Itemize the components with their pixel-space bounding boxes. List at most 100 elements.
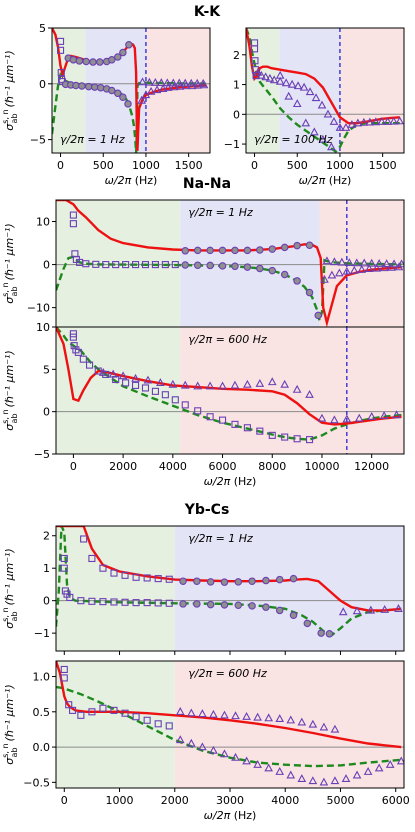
data-point-triangle	[193, 381, 203, 390]
data-point-circle	[179, 577, 187, 585]
data-point-square	[132, 573, 140, 581]
y-axis-label-main: σ	[3, 621, 16, 629]
data-point-triangle	[330, 776, 340, 785]
data-point-square	[56, 37, 65, 45]
y-axis-label: σs, nab (ℏ⁻¹ μm⁻¹)	[1, 548, 19, 629]
data-point-square	[218, 416, 227, 424]
data-point-triangle	[311, 93, 321, 102]
data-point-circle	[124, 100, 132, 108]
data-point-triangle	[187, 738, 196, 747]
data-point-square	[74, 348, 82, 356]
data-point-square	[122, 379, 130, 387]
x-axis-label-unit: (Hz)	[131, 174, 157, 187]
data-point-circle	[108, 86, 116, 95]
x-tick-label: 1500	[369, 159, 397, 172]
data-point-triangle	[374, 763, 384, 772]
data-point-square	[256, 427, 264, 435]
data-point-triangle	[269, 75, 279, 84]
y-axis-label-unit: (ℏ⁻¹ μm⁻¹)	[3, 684, 16, 741]
data-point-triangle	[363, 767, 373, 775]
y-axis-label: σs, nab (ℏ⁻¹ μm⁻¹)	[1, 50, 19, 131]
data-point-triangle	[275, 76, 285, 85]
data-point-square	[69, 211, 77, 219]
data-point-circle	[193, 577, 201, 585]
data-point-triangle	[243, 379, 252, 388]
data-point-circle	[108, 56, 116, 64]
data-point-square	[60, 554, 68, 563]
data-point-triangle	[380, 605, 389, 613]
data-point-circle	[317, 629, 325, 637]
x-axis-label-main: ω/2π	[299, 174, 326, 187]
data-point-triangle	[242, 756, 251, 765]
data-point-triangle	[264, 763, 273, 772]
data-point-circle	[256, 264, 264, 273]
y-axis-label-sup: s, n	[1, 607, 10, 621]
data-point-circle	[193, 261, 202, 269]
data-point-triangle	[253, 67, 263, 76]
data-point-square	[151, 387, 159, 395]
plot-area	[246, 28, 404, 153]
data-point-circle	[280, 270, 289, 279]
data-point-square	[110, 569, 118, 577]
data-point-triangle	[352, 258, 362, 267]
data-point-triangle	[138, 77, 147, 86]
data-point-square	[110, 598, 118, 606]
data-point-square	[141, 384, 150, 392]
data-point-circle	[114, 89, 122, 98]
data-point-circle	[206, 261, 214, 270]
data-point-square	[99, 564, 107, 572]
y-axis-label-main: σ	[3, 123, 16, 131]
data-point-triangle	[186, 78, 196, 87]
data-point-triangle	[158, 84, 168, 92]
data-point-circle	[181, 247, 190, 255]
data-point-triangle	[231, 752, 240, 761]
y-axis-label-main: σ	[3, 296, 16, 304]
gamma-annotation: γ/2π = 1 Hz	[188, 206, 253, 219]
data-point-triangle	[205, 381, 215, 390]
panel-group-title: Yb-Cs	[184, 502, 230, 518]
panel-yb2: −0.5 0.0 0.5 1.0 0 1000 2000 3000 4000 5000 6000 γ/…	[1, 660, 410, 822]
data-point-triangle	[220, 749, 229, 758]
data-point-triangle	[168, 379, 178, 388]
data-point-circle	[293, 277, 301, 285]
data-point-square	[77, 597, 85, 605]
data-point-triangle	[281, 78, 291, 87]
data-point-circle	[275, 606, 284, 615]
data-point-triangle	[242, 711, 251, 720]
data-point-circle	[234, 601, 243, 609]
data-point-triangle	[198, 78, 208, 87]
x-tick-label: 5000	[326, 794, 354, 807]
data-point-circle	[82, 57, 90, 66]
data-point-triangle	[145, 77, 154, 86]
data-point-circle	[125, 40, 133, 49]
axes-frame	[245, 27, 405, 154]
x-tick-label: 3000	[216, 794, 244, 807]
data-point-triangle	[231, 711, 240, 720]
data-point-square	[171, 261, 179, 269]
data-point-triangle	[354, 413, 364, 422]
data-point-triangle	[255, 378, 265, 387]
y-tick-label: 10	[36, 216, 50, 229]
data-point-square	[60, 564, 68, 572]
y-axis-label-sup: s, n	[1, 282, 10, 296]
data-point-circle	[248, 602, 256, 610]
data-point-triangle	[187, 708, 196, 717]
panel-group-title: Na-Na	[183, 176, 231, 192]
data-point-triangle	[372, 263, 381, 272]
data-point-triangle	[317, 413, 327, 422]
data-point-square	[165, 575, 173, 583]
x-tick-label: 6000	[382, 794, 410, 807]
data-point-square	[143, 599, 151, 607]
data-point-triangle	[319, 722, 329, 731]
data-point-triangle	[320, 274, 329, 283]
data-point-triangle	[175, 735, 185, 744]
data-point-square	[60, 674, 68, 682]
data-point-triangle	[220, 710, 229, 719]
x-tick-label: 500	[287, 159, 308, 172]
x-axis-label: ω/2π (Hz)	[299, 174, 352, 187]
data-point-triangle	[143, 375, 153, 384]
data-point-triangle	[265, 73, 275, 82]
data-point-circle	[231, 262, 239, 271]
data-point-triangle	[335, 122, 345, 131]
region-band-blue	[180, 200, 320, 327]
